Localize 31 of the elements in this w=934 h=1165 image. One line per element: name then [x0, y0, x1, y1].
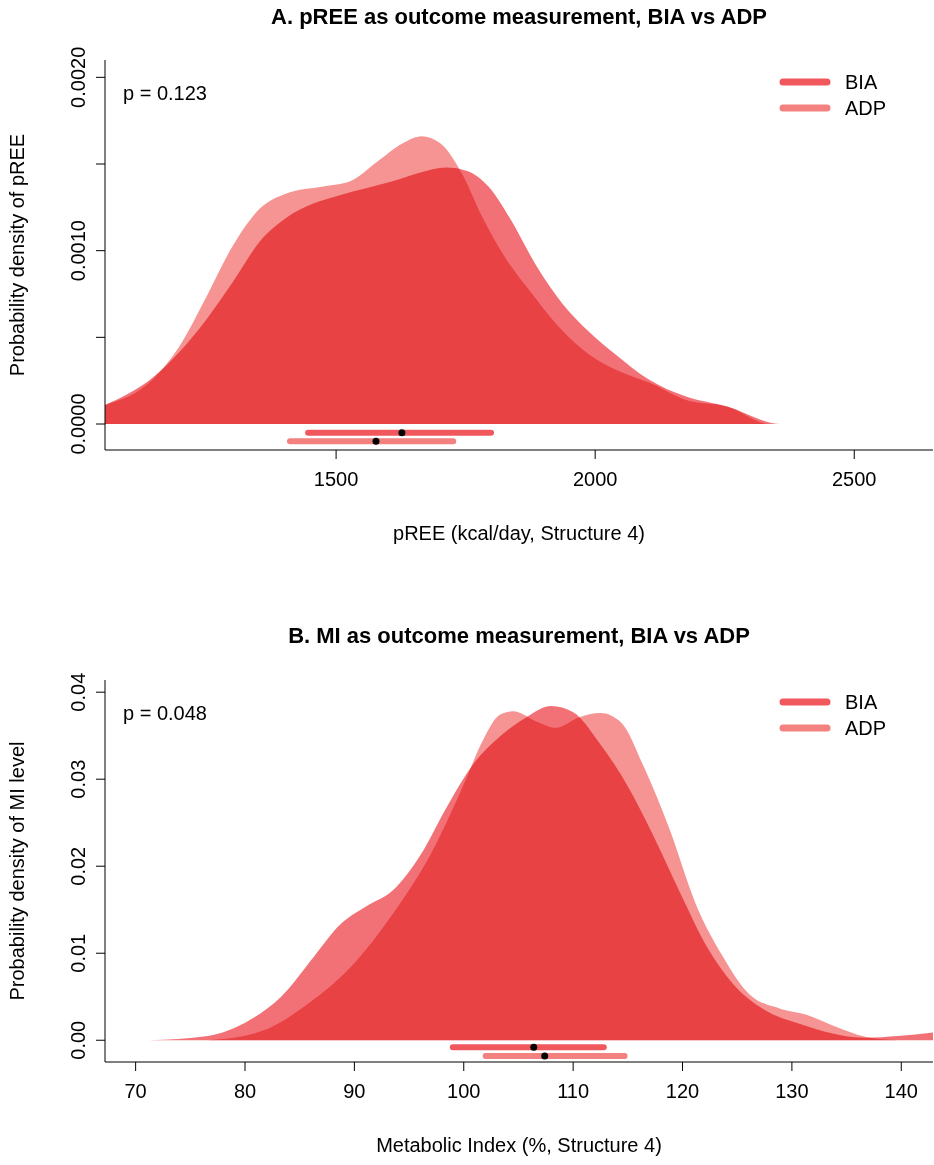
x-axis-title: pREE (kcal/day, Structure 4): [393, 522, 645, 544]
legend-label: BIA: [845, 71, 878, 93]
annotation: p = 0.123: [123, 82, 207, 104]
x-axis-title: Metabolic Index (%, Structure 4): [376, 1134, 662, 1156]
y-tick-label: 0.0010: [67, 220, 89, 282]
x-tick-label: 70: [124, 1080, 147, 1102]
y-axis-title: Probability density of pREE: [6, 133, 28, 377]
legend-label: BIA: [845, 691, 878, 713]
x-tick-label: 2000: [572, 468, 618, 490]
x-tick-label: 90: [343, 1080, 366, 1102]
y-tick-label: 0.00: [67, 1020, 89, 1060]
y-tick-label: 0.0020: [67, 46, 89, 108]
legend-label: ADP: [845, 717, 887, 739]
y-tick-label: 0.0000: [67, 393, 89, 455]
y-tick-label: 0.01: [67, 933, 89, 973]
annotation: p = 0.048: [123, 702, 207, 724]
x-tick-label: 2500: [831, 468, 877, 490]
y-tick-label: 0.03: [67, 759, 89, 799]
x-tick-label: 100: [447, 1080, 481, 1102]
chart-title: B. MI as outcome measurement, BIA vs ADP: [288, 623, 750, 648]
x-tick-label: 80: [233, 1080, 257, 1102]
x-tick-label: 120: [665, 1080, 700, 1102]
chart-title: A. pREE as outcome measurement, BIA vs ADP: [271, 4, 767, 29]
y-axis-title: Probability density of MI level: [6, 741, 28, 1001]
x-tick-label: 110: [557, 1080, 590, 1102]
x-tick-label: 140: [884, 1080, 918, 1102]
legend-label: ADP: [845, 97, 887, 119]
x-tick-label: 1500: [313, 468, 359, 490]
y-tick-label: 0.04: [67, 672, 89, 712]
x-tick-label: 130: [775, 1080, 809, 1102]
y-tick-label: 0.02: [67, 846, 89, 886]
